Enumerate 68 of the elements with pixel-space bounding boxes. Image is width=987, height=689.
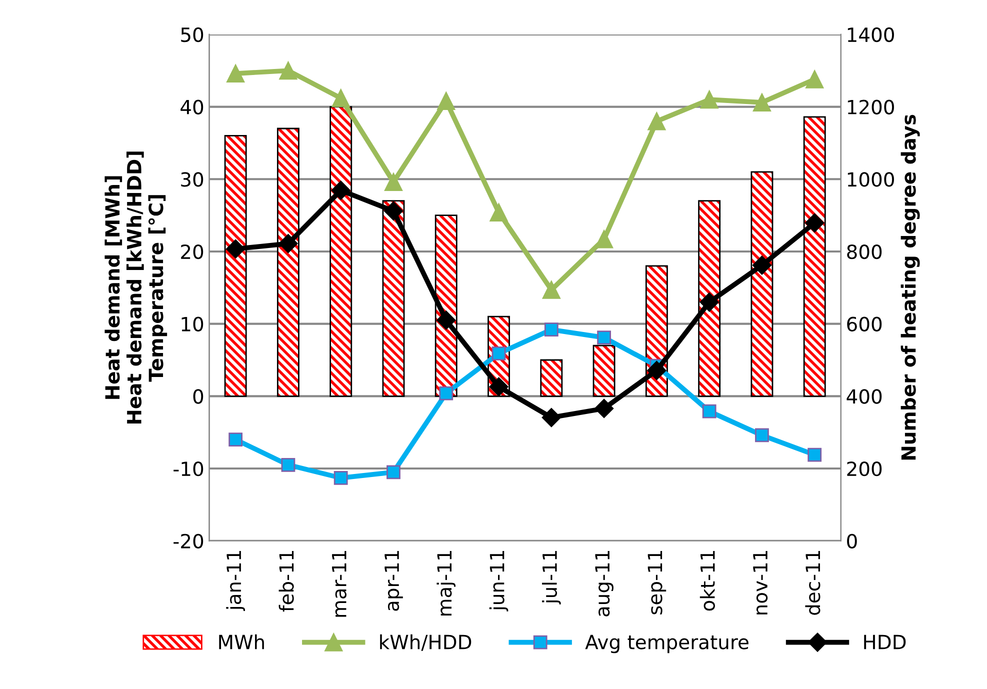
point <box>279 62 298 80</box>
point <box>752 93 771 112</box>
point <box>700 90 718 109</box>
x-tick-label: sep-11 <box>648 550 666 614</box>
legend-label: MWh <box>219 634 264 650</box>
point <box>700 292 719 312</box>
point <box>226 64 245 83</box>
point <box>332 89 350 108</box>
y2-tick-label: 0 <box>847 534 857 549</box>
y2-tick-label: 400 <box>846 389 882 404</box>
point <box>492 346 506 360</box>
x-tick-label: apr-11 <box>384 550 403 611</box>
x-tick-label: feb-11 <box>278 550 294 612</box>
point <box>647 360 666 380</box>
y2-tick-label: 600 <box>847 316 882 332</box>
point <box>281 458 296 472</box>
point <box>334 470 348 485</box>
point <box>386 465 400 480</box>
point <box>439 386 454 400</box>
y-tick-label: -10 <box>174 461 204 476</box>
y2-tick-label: 1000 <box>848 172 894 187</box>
x-tick-label: aug-11 <box>595 550 614 616</box>
y-tick-label: 10 <box>182 316 204 332</box>
y2-tick-label: 1200 <box>848 100 894 114</box>
x-tick-label: jan-11 <box>226 550 245 611</box>
point <box>648 112 666 130</box>
x-tick-label: jul-11 <box>542 550 561 604</box>
legend-label: kWh/HDD <box>380 634 472 651</box>
point <box>542 280 560 299</box>
x-tick-label: okt-11 <box>700 550 715 611</box>
point <box>542 408 561 428</box>
y-tick-label: 20 <box>181 244 204 260</box>
y-tick-label: 50 <box>181 27 204 42</box>
point <box>597 330 611 345</box>
y2-tick-label: 800 <box>847 244 882 260</box>
y2-tick-label: 1400 <box>848 27 894 42</box>
point <box>544 322 558 337</box>
point <box>806 70 824 88</box>
point <box>331 180 350 200</box>
point <box>437 92 456 110</box>
point <box>436 310 456 330</box>
point <box>490 203 508 222</box>
y2-tick-label: 200 <box>847 461 882 476</box>
legend-label: HDD <box>864 634 906 650</box>
point <box>805 213 824 232</box>
point <box>808 448 822 462</box>
point <box>755 428 769 442</box>
point <box>702 404 716 418</box>
point <box>489 377 508 396</box>
y-tick-label: 30 <box>181 172 204 187</box>
point <box>594 398 614 418</box>
x-tick-label: nov-11 <box>753 550 768 614</box>
x-tick-label: jun-11 <box>489 550 508 612</box>
y-tick-label: 0 <box>193 389 204 404</box>
y-axis-title: Heat demand [MWh] Heat demand [kWh/HDD] Temperature [°C] <box>104 152 168 424</box>
x-tick-label: mar-11 <box>332 550 346 617</box>
point <box>384 201 404 221</box>
point <box>226 239 246 258</box>
point <box>278 234 298 254</box>
y-tick-label: 40 <box>180 100 204 114</box>
x-tick-label: maj-11 <box>436 550 456 616</box>
x-tick-label: dec-11 <box>805 550 820 615</box>
y-tick-label: -20 <box>174 534 204 549</box>
point <box>228 432 243 447</box>
point <box>752 256 772 275</box>
point <box>384 173 403 192</box>
y2-axis-title: Number of heating degree days <box>900 114 920 460</box>
legend-label: Avg temperature <box>585 634 748 654</box>
